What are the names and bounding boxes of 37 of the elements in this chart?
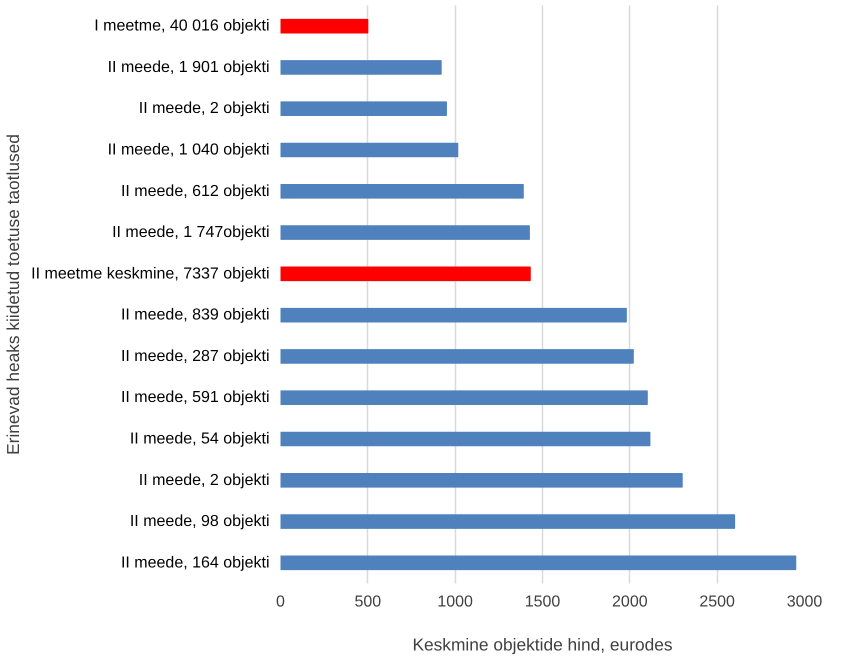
y-tick-label: II meede, 54 objekti: [130, 430, 270, 448]
x-tick-label: 1500: [524, 594, 560, 610]
bar: [280, 266, 531, 282]
x-axis-title: Keskmine objektide hind, eurodes: [412, 634, 673, 654]
bar: [280, 184, 524, 199]
bar: [280, 556, 796, 570]
y-tick-label: II meede, 164 objekti: [120, 554, 270, 572]
y-tick-label: II meetme keskmine, 7337 objekti: [31, 265, 270, 282]
bar: [280, 432, 650, 446]
y-tick-label: II meede, 2 objekti: [138, 472, 270, 489]
y-tick-label: II meede, 612 objekti: [120, 182, 270, 200]
y-tick-label: I meetme, 40 016 objekti: [94, 18, 270, 35]
y-tick-label: II meede, 98 objekti: [130, 513, 270, 530]
y-tick-label: II meede, 1 040 objekti: [108, 142, 270, 158]
bar: [280, 142, 458, 158]
bar: [280, 18, 368, 34]
x-tick-label: 2500: [699, 594, 736, 610]
x-tick-label: 2000: [612, 594, 648, 610]
bar: [280, 390, 648, 406]
x-tick-label: 1000: [437, 594, 474, 610]
y-axis-title: Erinevad heaks kiidetud toetuse taotlused: [3, 134, 24, 455]
bar: [280, 308, 627, 322]
x-tick-label: 500: [354, 594, 382, 610]
y-tick-label: II meede, 591 objekti: [120, 389, 270, 406]
bar: [280, 225, 530, 240]
y-tick-label: II meede, 287 objekti: [120, 348, 270, 365]
y-tick-label: II meede, 2 objekti: [138, 100, 270, 118]
x-tick-label: 0: [276, 594, 286, 610]
bar: [280, 101, 447, 116]
bar: [280, 514, 736, 529]
y-tick-label: II meede, 839 objekti: [120, 306, 270, 324]
bar: [280, 60, 442, 75]
x-tick-label: 3000: [786, 594, 822, 610]
y-tick-label: II meede, 1 747objekti: [112, 224, 270, 242]
y-tick-label: II meede, 1 901 objekti: [108, 58, 270, 76]
bar: [280, 349, 634, 364]
bar: [280, 472, 683, 488]
